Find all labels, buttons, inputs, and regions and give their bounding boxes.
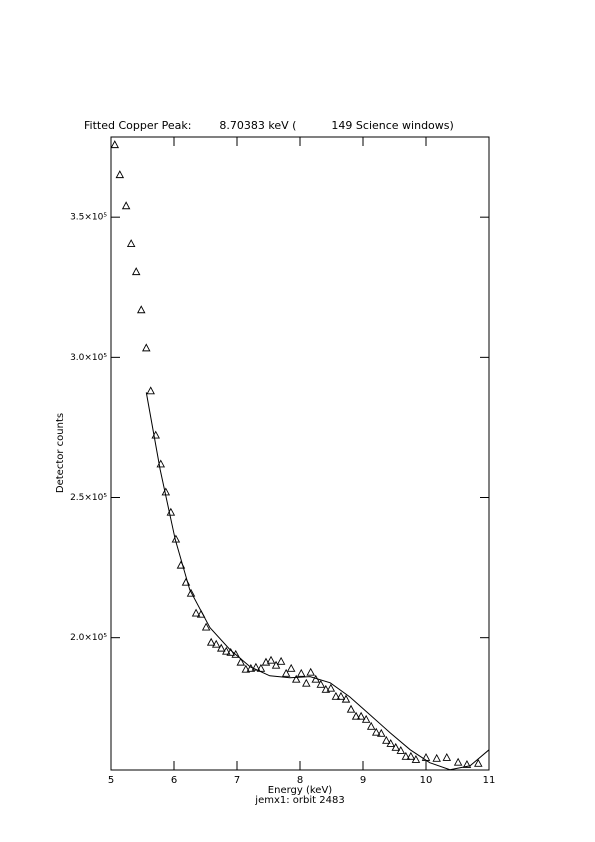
data-point xyxy=(406,751,416,760)
y-tick-label: 2.5×10⁵ xyxy=(70,493,107,503)
data-point xyxy=(401,751,411,760)
plot-frame xyxy=(110,136,490,771)
data-point xyxy=(236,657,246,666)
data-point xyxy=(206,637,216,646)
chart-title: Fitted Copper Peak: 8.70383 keV ( 149 Sc… xyxy=(84,119,454,132)
data-point xyxy=(136,305,146,314)
data-point xyxy=(366,721,376,730)
data-point xyxy=(286,663,296,672)
data-point xyxy=(474,758,483,767)
data-point xyxy=(266,655,276,664)
data-point xyxy=(306,667,315,676)
x-tick-label: 11 xyxy=(483,775,496,786)
data-point xyxy=(146,386,155,395)
data-point xyxy=(336,691,346,700)
x-tick-label: 10 xyxy=(420,775,433,786)
data-point xyxy=(442,752,452,761)
x-tick-label: 8 xyxy=(297,775,303,786)
data-point xyxy=(462,760,472,768)
data-point xyxy=(411,754,421,763)
data-point xyxy=(302,678,311,687)
fit-line xyxy=(145,392,490,771)
data-point xyxy=(341,694,351,703)
data-point xyxy=(453,757,463,766)
data-point xyxy=(382,735,391,744)
data-point xyxy=(297,668,306,677)
data-point xyxy=(115,170,125,179)
data-point xyxy=(222,646,231,655)
y-tick-label: 3.0×10⁵ xyxy=(70,353,107,363)
data-point xyxy=(271,660,281,669)
data-point xyxy=(371,727,381,736)
data-point xyxy=(326,683,336,692)
data-point xyxy=(211,639,221,648)
y-axis-label: Detector counts xyxy=(55,413,66,493)
y-tick-label: 3.5×10⁵ xyxy=(70,213,107,223)
y-tick-label: 2.0×10⁵ xyxy=(70,633,107,643)
data-point xyxy=(186,588,196,597)
data-point xyxy=(356,711,366,720)
data-point xyxy=(361,714,371,723)
x-tick-label: 5 xyxy=(108,775,114,786)
data-point xyxy=(432,753,441,762)
data-point xyxy=(316,679,326,688)
data-point xyxy=(191,608,201,617)
data-point xyxy=(126,239,136,248)
data-point xyxy=(351,711,361,720)
data-point xyxy=(391,742,401,751)
data-point xyxy=(276,656,286,665)
data-point xyxy=(142,343,151,352)
data-point xyxy=(231,649,240,658)
data-point xyxy=(201,622,211,631)
data-point xyxy=(291,674,301,683)
data-point xyxy=(251,662,261,671)
data-point xyxy=(121,201,131,210)
data-point xyxy=(346,704,356,713)
x-tick-label: 6 xyxy=(171,775,177,786)
data-point xyxy=(216,643,226,652)
x-axis-label: Energy (keV) xyxy=(268,785,333,796)
data-point xyxy=(396,745,406,754)
x-tick-label: 7 xyxy=(234,775,240,786)
data-point xyxy=(110,140,120,149)
subtitle: jemx1: orbit 2483 xyxy=(254,795,344,806)
data-point xyxy=(421,752,431,761)
data-point xyxy=(131,267,141,276)
data-point xyxy=(386,738,395,747)
data-point xyxy=(377,728,386,737)
data-point xyxy=(321,684,331,693)
x-tick-label: 9 xyxy=(360,775,366,786)
data-point xyxy=(241,664,251,673)
data-point xyxy=(281,668,291,677)
data-point xyxy=(331,691,341,700)
